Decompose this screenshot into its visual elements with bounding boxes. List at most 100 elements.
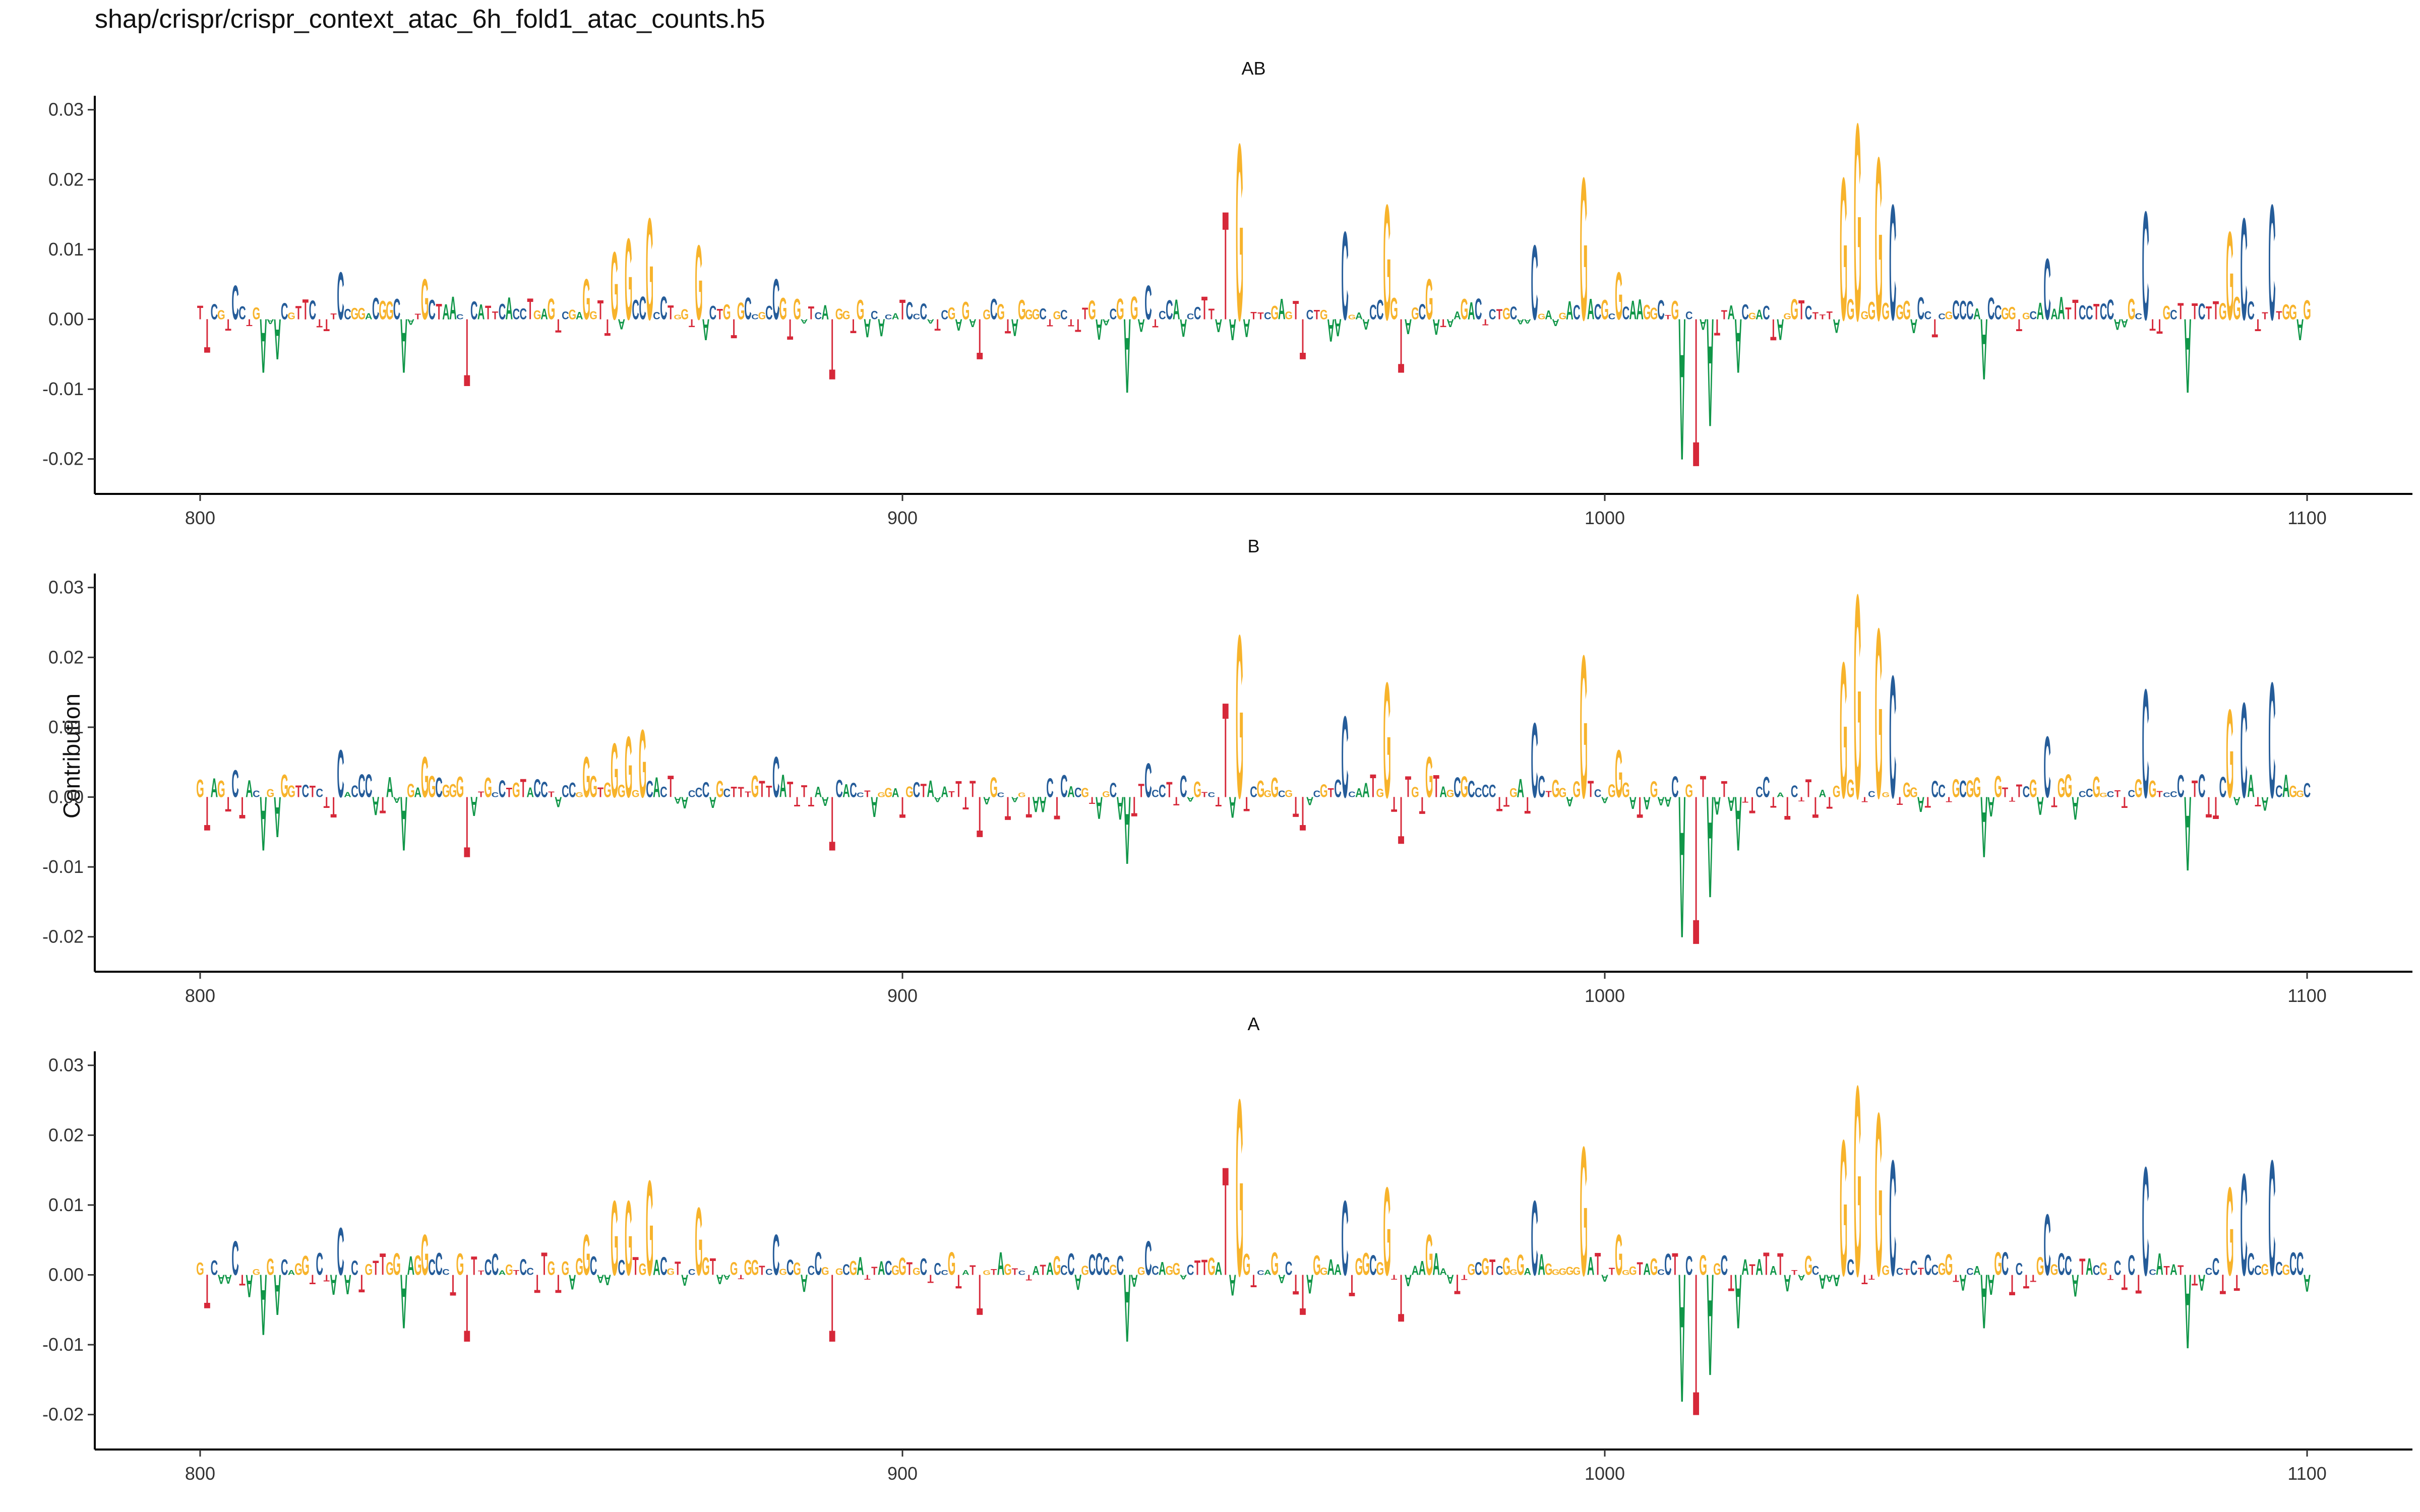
logo-letter: G [702,1253,710,1281]
logo-letter: G [618,782,626,801]
x-tick-label: 1100 [2287,1463,2326,1484]
logo-letter: G [2099,792,2107,798]
logo-letter: C [238,303,246,324]
logo-letter: G [1629,1264,1637,1278]
logo-letter: C [2247,1246,2254,1282]
logo-letter: G [1572,1265,1581,1277]
logo-letter: C [1510,304,1518,324]
logo-letter: C [1468,776,1475,802]
logo-letter: T [1820,312,1826,321]
logo-letter: G [1172,1259,1180,1279]
logo-letter: T [513,1269,520,1277]
logo-letter: C [2170,789,2177,799]
logo-letter: C [2086,786,2093,800]
logo-letter: T [962,793,969,812]
logo-letter: A [1587,293,1594,326]
logo-letter: T [2177,1263,2184,1278]
logo-letter: G [1376,786,1384,800]
logo-letter: G [1320,1266,1328,1278]
logo-letter: C [2275,782,2283,801]
logo-letter: C [2296,1246,2304,1283]
logo-letter: C [1159,782,1166,801]
logo-letter: A [1819,788,1827,800]
logo-letter: C [1348,790,1355,799]
logo-letter: A [1432,1246,1439,1282]
logo-letter: C [281,298,288,325]
logo-letter: G [568,307,576,323]
logo-letter: A [1180,1273,1187,1281]
logo-letter: T [850,315,856,337]
logo-letter: G [1671,296,1679,325]
logo-letter: C [540,778,548,802]
logo-letter: T [1904,1267,1910,1277]
logo-letter: G [1650,1253,1658,1280]
logo-letter: A [618,316,626,333]
logo-letter: C [2268,648,2275,833]
logo-letter: T [1763,1246,1769,1283]
logo-letter: G [751,1256,759,1280]
logo-letter: C [1454,772,1461,803]
logo-letter: A [1741,1255,1748,1280]
logo-letter: A [2050,306,2058,323]
logo-letter: T [991,1267,997,1277]
logo-letter: C [1924,1249,1931,1282]
logo-letter: C [513,305,520,323]
logo-letter: G [1425,267,1433,332]
logo-letter: T [1637,1259,1643,1280]
logo-letter: T [2023,1271,2029,1293]
x-tick-label: 1000 [1585,1463,1625,1484]
logo-letter: C [1938,311,1945,321]
logo-letter: G [1580,135,1588,363]
logo-letter: T [1525,792,1531,818]
logo-letter: A [569,1271,576,1294]
logo-letter: A [962,1269,969,1277]
logo-letter: C [1931,1263,1939,1278]
logo-letter: A [344,1269,351,1301]
logo-letter: G [1264,789,1272,800]
logo-letter: A [2247,769,2254,805]
logo-letter: A [1229,1268,1236,1301]
logo-letter: A [2170,1262,2177,1278]
logo-letter: A [1587,1252,1594,1281]
logo-letter: C [1074,786,1081,800]
logo-letter: T [948,789,955,799]
logo-letter: T [829,780,835,866]
logo-letter: G [533,307,541,322]
logo-letter: G [421,744,429,810]
logo-letter: T [204,1265,210,1319]
logo-letter: A [653,772,660,804]
logo-letter: A [224,1272,231,1287]
logo-letter: C [2198,299,2205,324]
logo-letter: T [2206,303,2212,324]
logo-letter: T [1328,786,1334,800]
logo-letter: T [1545,789,1552,799]
logo-letter: A [477,300,485,324]
logo-letter: C [1039,305,1047,323]
logo-letter: C [231,1231,238,1285]
logo-letter: G [779,291,787,326]
logo-letter: T [2079,1254,2085,1280]
logo-letter: A [2233,794,2241,808]
logo-letter: T [1770,793,1776,811]
logo-letter: A [2072,790,2079,827]
logo-letter: C [1369,1249,1376,1281]
logo-letter: G [1468,1261,1476,1279]
logo-letter: G [575,791,583,799]
logo-letter: C [2142,1135,2149,1308]
logo-letter: G [758,310,766,322]
logo-letter: C [1868,789,1876,799]
logo-letter: G [407,780,415,802]
logo-letter: G [1601,294,1609,326]
logo-letter: C [772,744,779,810]
logo-letter: G [1903,296,1911,325]
logo-letter: C [857,791,864,798]
logo-letter: T [597,785,603,800]
logo-letter: A [218,1272,225,1287]
logo-letter: C [786,1255,794,1280]
logo-letter: G [884,785,892,800]
logo-letter: C [688,789,695,800]
logo-letter: C [1938,782,1945,801]
logo-letter: G [1945,1248,1953,1282]
logo-letter: T [2051,794,2057,810]
